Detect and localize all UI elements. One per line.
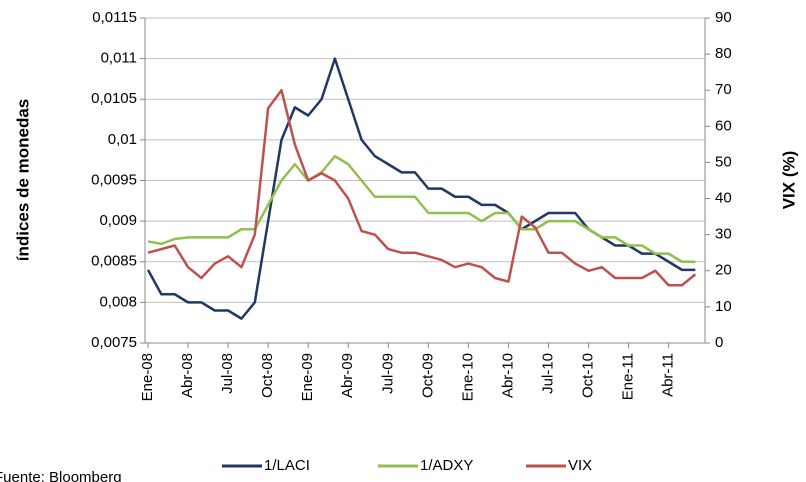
series-line: [146, 57, 696, 320]
y-tick-label: 0,0105: [91, 90, 137, 107]
y-tick-label: 0,009: [99, 212, 137, 229]
y-axis-label: índices de monedas: [13, 99, 32, 262]
x-tick-label: Abr-11: [660, 353, 677, 397]
legend-label: 1/ADXY: [420, 457, 473, 474]
y-tick-label: 0,0085: [91, 253, 137, 270]
x-tick-label: Oct-09: [419, 353, 436, 398]
y2-tick-label: 50: [715, 153, 732, 170]
y2-tick-label: 30: [715, 226, 732, 243]
legend-label: VIX: [568, 457, 592, 474]
x-tick-label: Jul-10: [539, 353, 556, 394]
y-tick-label: 0,008: [99, 293, 137, 310]
y2-tick-label: 80: [715, 45, 732, 62]
source-note: Fuente: Bloomberg: [0, 469, 122, 482]
x-tick-label: Abr-09: [339, 353, 356, 398]
y-tick-label: 0,0095: [91, 171, 137, 188]
y2-axis-label: VIX (%): [779, 151, 798, 210]
y2-tick-label: 90: [715, 9, 732, 26]
x-tick-label: Ene-10: [459, 353, 476, 401]
legend-label: 1/LACI: [264, 457, 310, 474]
x-tick-label: Oct-08: [259, 353, 276, 398]
y2-tick-label: 40: [715, 190, 732, 207]
series-line: [147, 154, 696, 263]
x-tick-label: Abr-10: [499, 353, 516, 398]
y-tick-label: 0,0115: [92, 9, 137, 26]
x-tick-label: Ene-09: [299, 353, 316, 401]
y2-tick-label: 70: [715, 81, 732, 98]
x-tick-label: Oct-10: [579, 353, 596, 398]
y2-tick-label: 20: [715, 262, 732, 279]
x-tick-label: Ene-11: [620, 353, 637, 400]
x-tick-label: Abr-08: [179, 353, 196, 398]
y-tick-label: 0,01: [108, 131, 137, 148]
y2-tick-label: 60: [715, 117, 732, 134]
y-tick-label: 0,011: [101, 50, 137, 67]
series-line: [147, 88, 697, 287]
y2-tick-label: 10: [715, 298, 732, 315]
x-tick-label: Jul-08: [219, 353, 236, 394]
x-tick-label: Ene-08: [139, 353, 156, 401]
y2-tick-label: 0: [715, 334, 723, 351]
x-tick-label: Jul-09: [379, 353, 396, 394]
y-tick-label: 0,0075: [91, 334, 137, 351]
